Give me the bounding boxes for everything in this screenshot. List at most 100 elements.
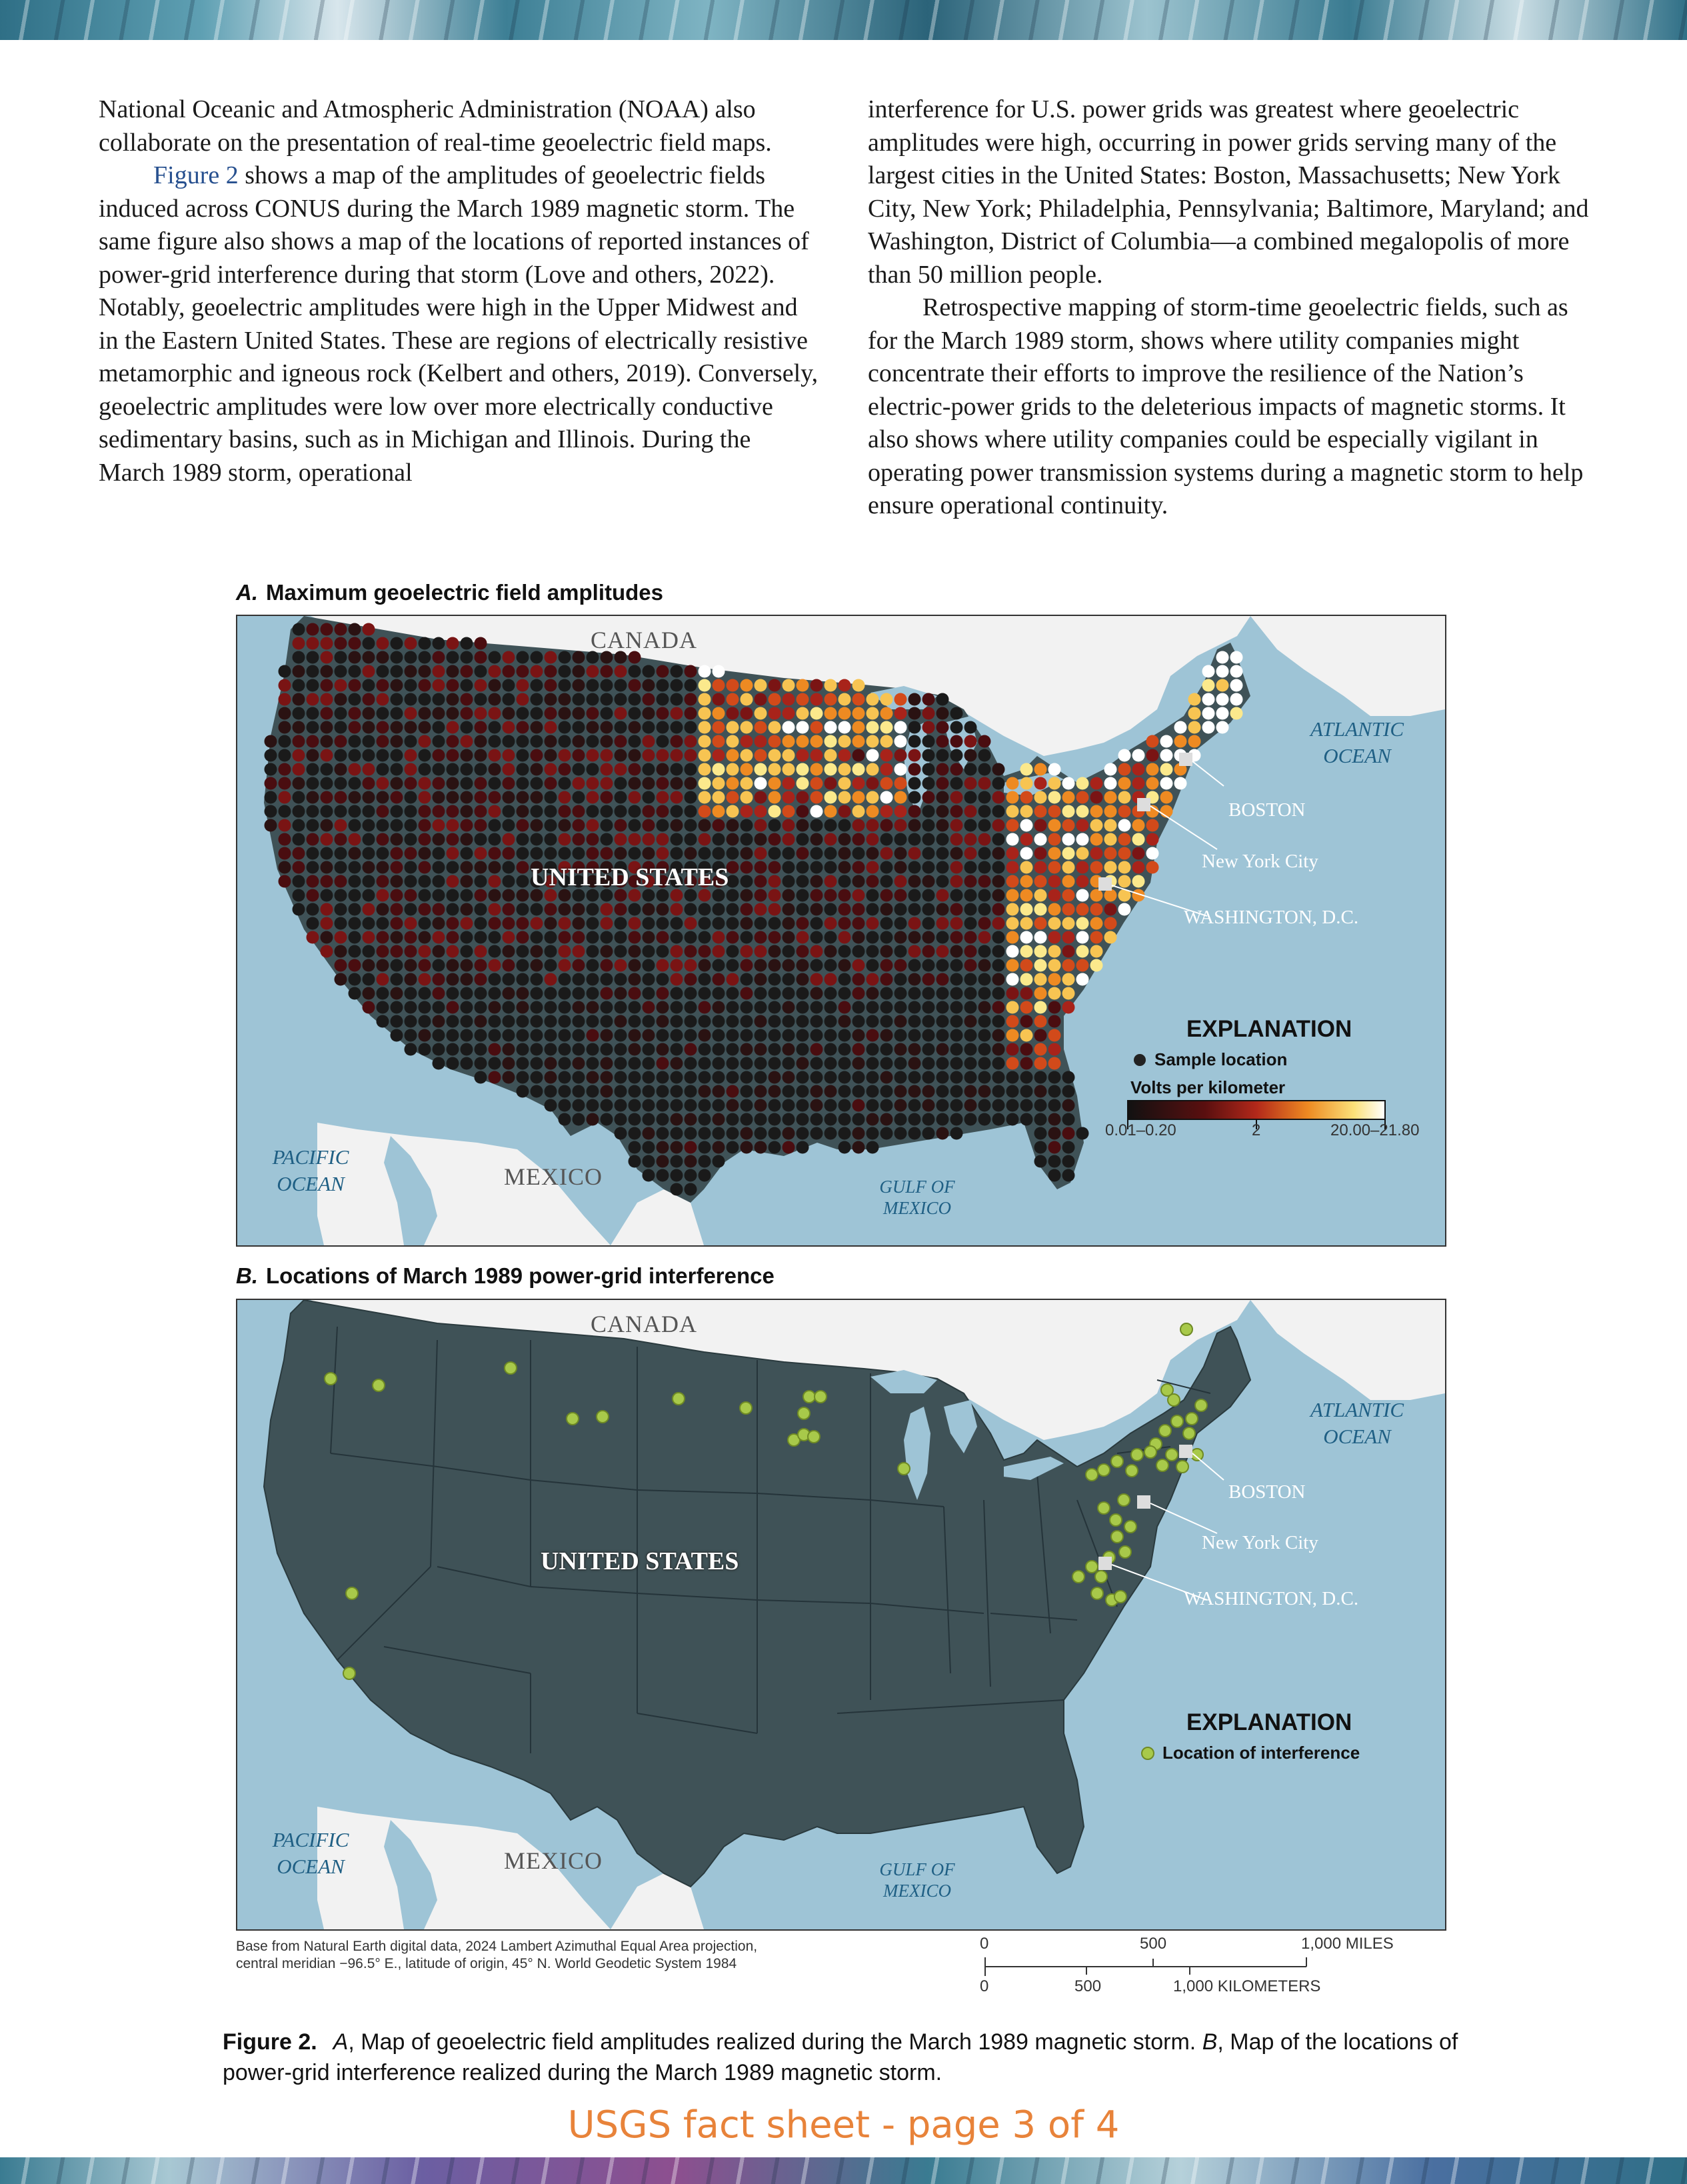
- sample-location-dot: [502, 833, 515, 846]
- sample-location-dot: [628, 1043, 641, 1056]
- sample-location-dot: [642, 1155, 655, 1168]
- sample-location-dot: [894, 1071, 907, 1084]
- sample-location-dot: [824, 763, 837, 776]
- sample-location-dot: [1020, 805, 1033, 818]
- figure-link[interactable]: Figure 2: [153, 161, 239, 189]
- sample-location-dot: [712, 749, 725, 762]
- interference-location-dot: [1156, 1459, 1169, 1472]
- sample-location-dot: [726, 1113, 739, 1126]
- label-boston: BOSTON: [1228, 1481, 1306, 1503]
- sample-location-dot: [614, 679, 627, 692]
- sample-location-dot: [824, 1113, 837, 1126]
- sample-location-dot: [1048, 875, 1061, 888]
- sample-location-dot: [824, 805, 837, 818]
- sample-location-dot: [600, 945, 613, 958]
- sample-location-dot: [866, 1057, 879, 1070]
- sample-location-dot: [614, 1001, 627, 1014]
- sample-location-dot: [768, 1015, 781, 1028]
- sample-location-dot: [894, 1043, 907, 1056]
- sample-location-dot: [586, 959, 599, 972]
- sample-location-dot: [1104, 917, 1117, 930]
- sample-location-dot: [306, 847, 319, 860]
- sample-location-dot: [334, 973, 347, 986]
- sample-location-dot: [656, 665, 669, 678]
- sample-location-dot: [264, 805, 277, 818]
- panel-a-title: A. Maximum geoelectric field amplitudes: [236, 580, 663, 605]
- sample-location-dot: [460, 987, 473, 1000]
- sample-location-dot: [502, 1029, 515, 1042]
- sample-location-dot: [544, 861, 557, 874]
- sample-location-dot: [404, 833, 417, 846]
- sample-location-dot: [964, 791, 977, 804]
- sample-location-dot: [600, 805, 613, 818]
- sample-location-dot: [1118, 749, 1131, 762]
- sample-location-dot: [866, 777, 879, 790]
- sample-location-dot: [838, 791, 851, 804]
- sample-location-dot: [670, 1099, 683, 1112]
- sample-location-dot: [978, 903, 991, 916]
- sample-location-dot: [516, 819, 529, 832]
- sample-location-dot: [1104, 777, 1117, 790]
- sample-location-dot: [1118, 847, 1131, 860]
- sample-location-dot: [768, 945, 781, 958]
- sample-location-dot: [1062, 777, 1075, 790]
- sample-location-dot: [740, 1057, 753, 1070]
- sample-location-dot: [460, 1057, 473, 1070]
- sample-location-dot: [432, 987, 445, 1000]
- sample-location-dot: [642, 1099, 655, 1112]
- sample-location-dot: [488, 665, 501, 678]
- sample-location-dot: [922, 805, 935, 818]
- sample-location-dot: [768, 735, 781, 748]
- sample-location-dot: [530, 763, 543, 776]
- sample-location-dot: [768, 833, 781, 846]
- sample-location-dot: [880, 707, 893, 720]
- sample-location-dot: [474, 819, 487, 832]
- sample-location-dot: [348, 847, 361, 860]
- sample-location-dot: [740, 693, 753, 706]
- sample-location-dot: [824, 1127, 837, 1140]
- sample-location-dot: [516, 903, 529, 916]
- sample-location-dot: [978, 735, 991, 748]
- sample-location-dot: [978, 1001, 991, 1014]
- sample-location-dot: [768, 847, 781, 860]
- sample-location-dot: [838, 763, 851, 776]
- sample-location-dot: [530, 749, 543, 762]
- sample-location-dot: [1146, 777, 1159, 790]
- sample-location-dot: [446, 847, 459, 860]
- sample-location-dot: [1132, 749, 1145, 762]
- sample-location-dot: [978, 749, 991, 762]
- sample-location-dot: [1062, 1085, 1075, 1098]
- sample-location-dot: [516, 1071, 529, 1084]
- sample-location-dot: [348, 777, 361, 790]
- sample-location-dot: [558, 1029, 571, 1042]
- sample-location-dot: [712, 1015, 725, 1028]
- sample-location-dot: [614, 987, 627, 1000]
- sample-location-dot: [348, 763, 361, 776]
- sample-location-dot: [502, 889, 515, 902]
- sample-location-dot: [1048, 763, 1061, 776]
- sample-location-dot: [460, 1015, 473, 1028]
- sample-location-dot: [782, 819, 795, 832]
- sample-location-dot: [334, 735, 347, 748]
- sample-location-dot: [824, 693, 837, 706]
- sample-location-dot: [936, 931, 949, 944]
- sample-location-dot: [460, 1043, 473, 1056]
- sample-location-dot: [796, 1057, 809, 1070]
- explanation-title: EXPLANATION: [1186, 1016, 1352, 1042]
- amplitude-color-scale: [1127, 1100, 1386, 1120]
- sample-location-dot: [614, 1029, 627, 1042]
- sample-location-dot: [684, 987, 697, 1000]
- interference-location-dot: [1072, 1570, 1085, 1583]
- sample-location-dot: [978, 1099, 991, 1112]
- sample-location-dot: [362, 665, 375, 678]
- sample-location-dot: [530, 917, 543, 930]
- sample-location-dot: [348, 651, 361, 664]
- sample-location-dot: [656, 959, 669, 972]
- sample-location-dot: [516, 665, 529, 678]
- sample-location-dot: [572, 651, 585, 664]
- sample-location-dot: [1034, 1001, 1047, 1014]
- sample-location-dot: [1034, 1029, 1047, 1042]
- sample-location-dot: [880, 1015, 893, 1028]
- sample-location-dot: [600, 833, 613, 846]
- sample-location-dot: [418, 1043, 431, 1056]
